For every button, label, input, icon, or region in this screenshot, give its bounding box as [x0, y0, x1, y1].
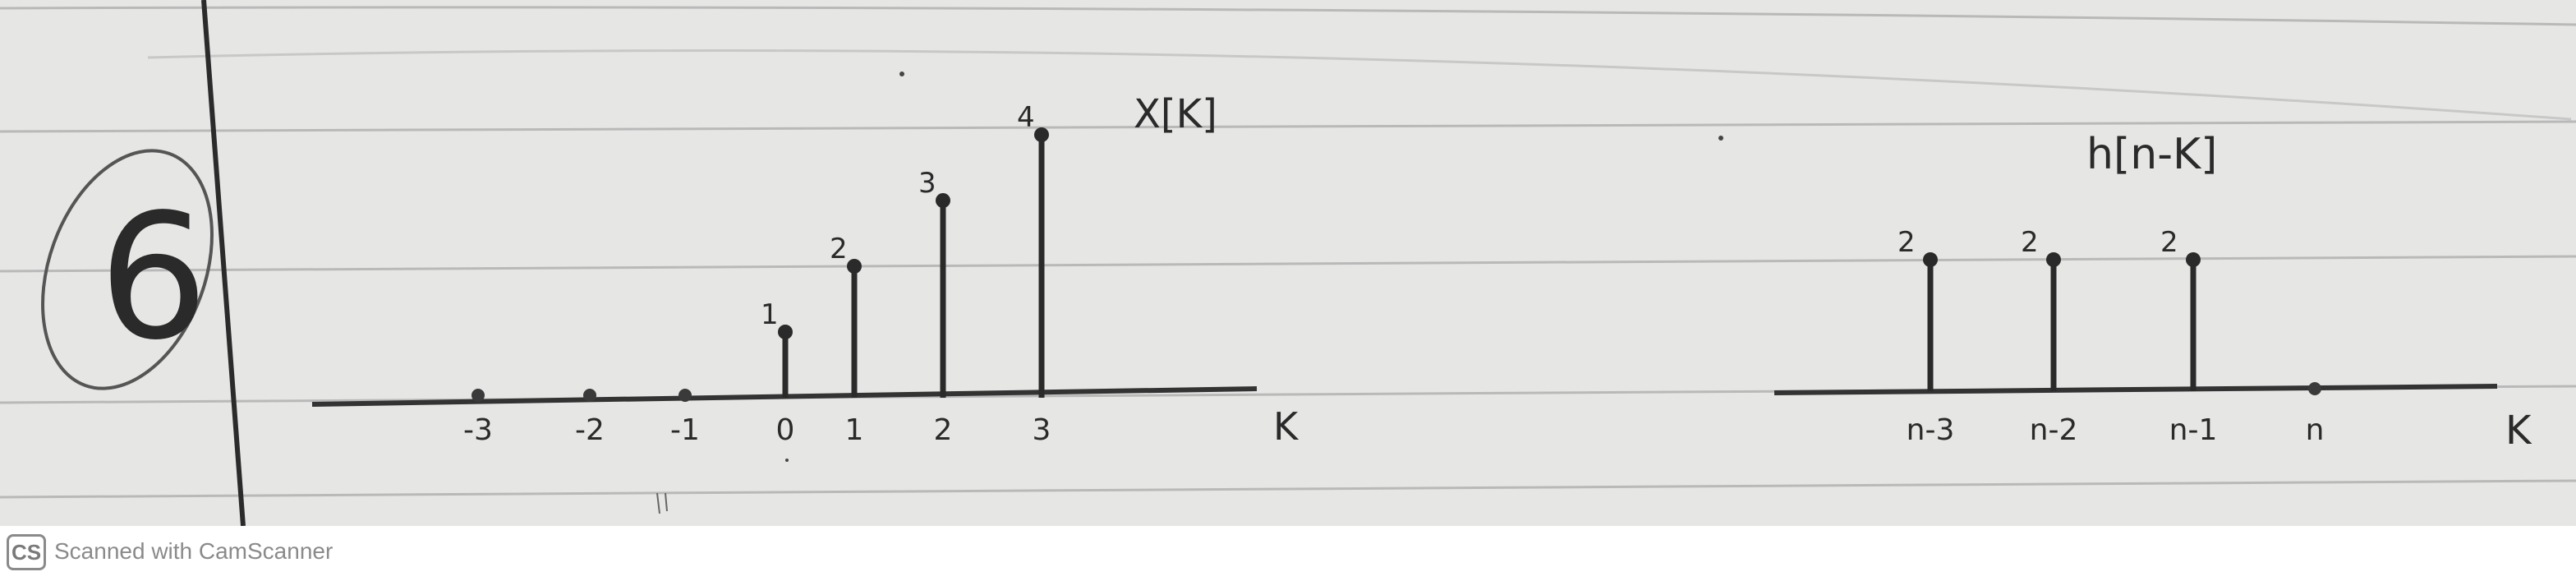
- scanner-text: Scanned with CamScanner: [54, 538, 334, 564]
- h-axis: [1773, 384, 2498, 395]
- h-stem-head: [2186, 252, 2201, 267]
- h-tick-label: n-1: [2169, 413, 2218, 447]
- h-stem-head: [2046, 252, 2061, 267]
- h-tick-label: n: [2306, 413, 2325, 447]
- h-data-label: 2: [2160, 226, 2178, 259]
- x-tick-label: 3: [1033, 413, 1051, 447]
- h-stem-head: [1923, 252, 1938, 267]
- x-data-label: 4: [1017, 101, 1035, 134]
- margin-line: [201, 0, 246, 527]
- h-axis-label: K: [2505, 408, 2532, 454]
- x-zero-point: [472, 389, 485, 402]
- scanner-footer: [0, 526, 2576, 581]
- x-axis-label: K: [1273, 404, 1300, 449]
- x-tick-label: -3: [463, 413, 493, 447]
- x-data-label: 1: [761, 298, 779, 331]
- x-zero-point: [583, 389, 596, 402]
- h-data-label: 2: [1898, 226, 1916, 259]
- x-data-label: 2: [830, 233, 848, 265]
- x-stem-head: [1034, 127, 1049, 142]
- x-stem-head: [847, 259, 862, 274]
- x-zero-point: [678, 389, 692, 402]
- x-tick-label: 2: [934, 413, 953, 447]
- x-tick-label: 0: [776, 413, 795, 447]
- x-tick-label: 1: [845, 413, 864, 447]
- stem-plots: 6 X[K] K h[n-K] K -3 -2 -1 1 0 2 1 3 2 4 3 2 n-3 2 n-…: [0, 0, 2576, 527]
- x-chart-title: X[K]: [1134, 91, 1217, 137]
- x-tick-label: -1: [670, 413, 700, 447]
- h-zero-point: [2308, 382, 2321, 395]
- page-edge: [147, 49, 2572, 121]
- x-tick-label: -2: [575, 413, 605, 447]
- problem-number: 6: [99, 177, 209, 378]
- x-stem-head: [778, 325, 793, 339]
- h-data-label: 2: [2021, 226, 2039, 259]
- camscanner-logo: CS: [7, 534, 46, 570]
- h-tick-label: n-2: [2030, 413, 2078, 447]
- notebook-page: 6 X[K] K h[n-K] K -3 -2 -1 1 0 2 1 3 2 4 3 2 n-3 2 n-…: [0, 0, 2576, 527]
- x-stem-head: [936, 193, 950, 208]
- h-tick-label: n-3: [1907, 413, 1955, 447]
- problem-circle: [41, 149, 214, 390]
- x-data-label: 3: [918, 167, 936, 200]
- h-chart-title: h[n-K]: [2086, 130, 2217, 179]
- stray-marks: [656, 71, 1723, 514]
